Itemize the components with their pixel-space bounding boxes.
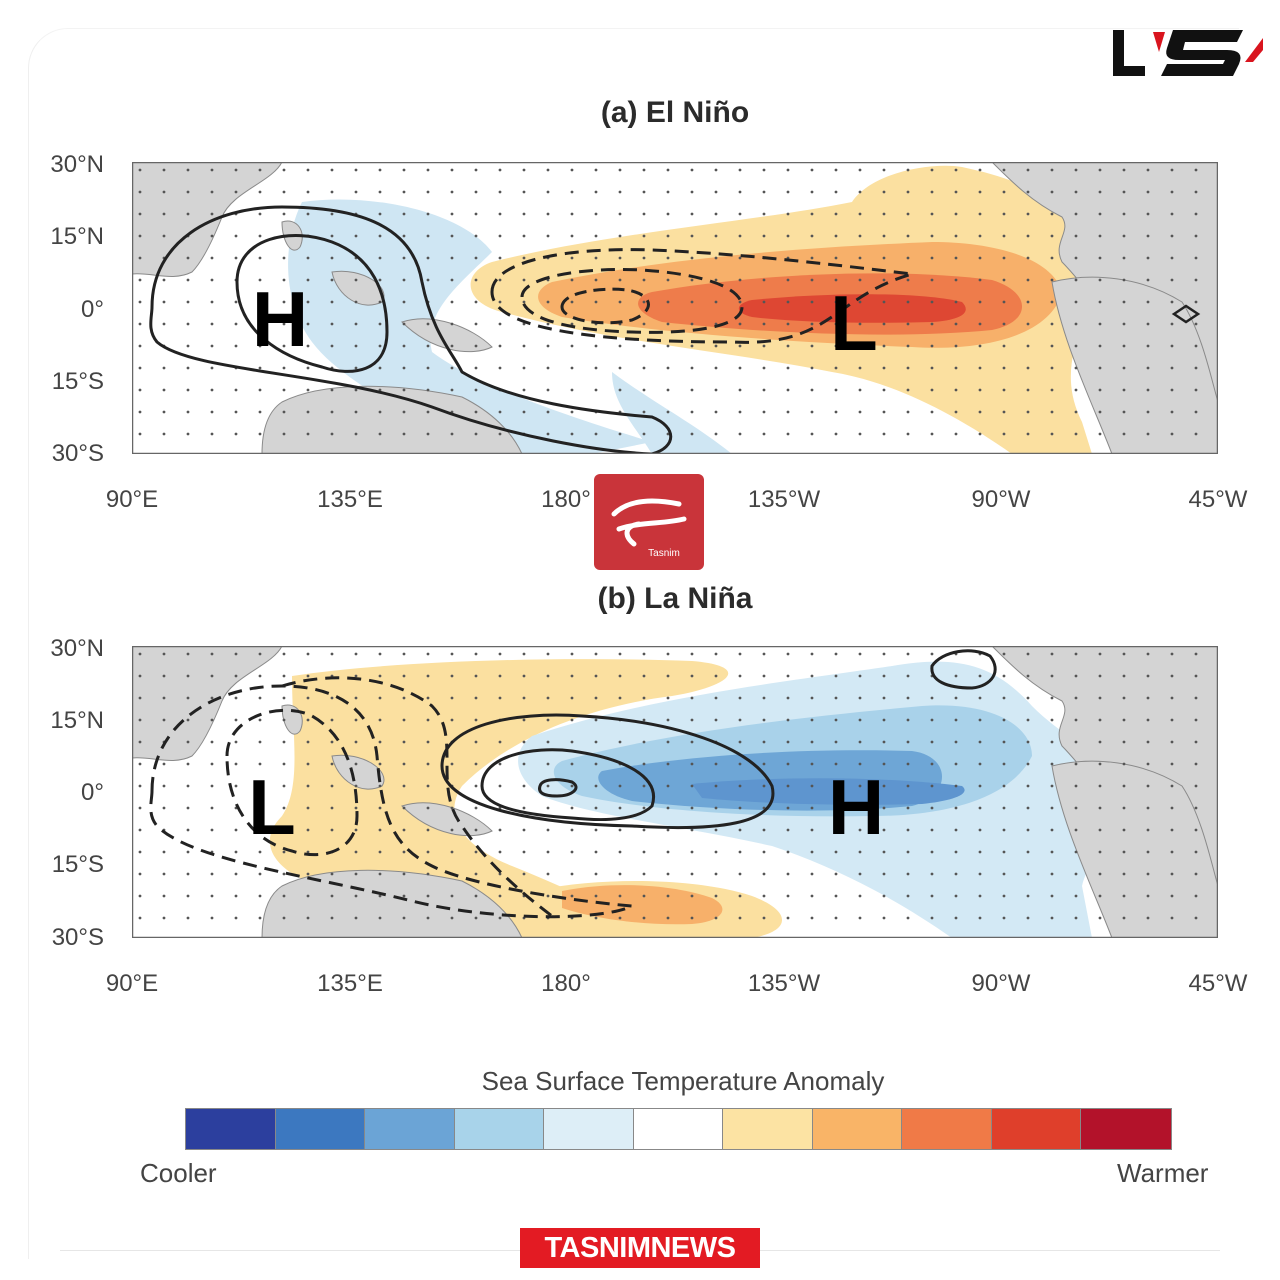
low-pressure-contour xyxy=(149,684,638,919)
lon-label: 135°W xyxy=(747,970,821,997)
colorbar-swatch xyxy=(365,1109,455,1149)
lat-label: 15°N xyxy=(50,707,104,734)
lon-label: 45°W xyxy=(1188,970,1248,997)
lon-label: 135°E xyxy=(317,486,383,513)
pressure-label-low: L xyxy=(248,763,296,851)
colorbar-swatch xyxy=(544,1109,634,1149)
low-pressure-contour xyxy=(520,268,744,334)
wind-vector-field xyxy=(132,646,1218,938)
lat-label: 30°S xyxy=(51,924,104,951)
colorbar-swatch xyxy=(633,1109,723,1149)
lat-label: 15°N xyxy=(50,223,104,250)
legend-low-label: Cooler xyxy=(140,1158,217,1188)
legend-high-label: Warmer xyxy=(1117,1158,1209,1188)
high-pressure-contour xyxy=(538,778,578,798)
panel-b-title: (b) La Niña xyxy=(597,582,753,615)
lon-label: 90°W xyxy=(971,486,1031,513)
lon-label: 180° xyxy=(541,486,591,513)
colorbar-swatch xyxy=(275,1109,365,1149)
pressure-contour xyxy=(1171,304,1201,324)
card-border xyxy=(28,28,1239,1259)
lon-label: 180° xyxy=(541,970,591,997)
tasnimnews-badge: TASNIMNEWS xyxy=(520,1228,760,1268)
low-pressure-contour xyxy=(225,708,359,857)
colorbar-swatch xyxy=(454,1109,544,1149)
map-el-nino: H L xyxy=(132,162,1218,454)
map-frame xyxy=(132,646,1218,938)
lat-label: 15°S xyxy=(51,368,104,395)
sst-colorbar xyxy=(185,1108,1172,1150)
wind-vector-field xyxy=(132,162,1218,454)
lat-label: 30°N xyxy=(50,635,104,662)
pressure-label-low: L xyxy=(830,279,878,367)
high-pressure-contour xyxy=(149,205,673,454)
watermark-text: Tasnim xyxy=(648,548,680,559)
high-pressure-contour xyxy=(930,649,997,690)
lon-label: 90°E xyxy=(105,486,159,513)
lon-label: 90°E xyxy=(105,970,159,997)
map-frame xyxy=(132,162,1218,454)
lon-label: 90°W xyxy=(971,970,1031,997)
pressure-label-high: H xyxy=(828,763,884,851)
high-pressure-contour xyxy=(480,748,655,822)
lat-label: 15°S xyxy=(51,851,104,878)
colorbar-swatch xyxy=(1081,1109,1171,1149)
low-pressure-contour xyxy=(490,248,913,344)
low-pressure-contour xyxy=(281,676,553,918)
tasnim-watermark: Tasnim xyxy=(594,474,704,570)
map-la-nina: L H xyxy=(132,646,1218,938)
lon-label: 135°E xyxy=(317,970,383,997)
panel-a-title: (a) El Niño xyxy=(600,96,750,129)
high-pressure-contour xyxy=(235,234,389,373)
colorbar-swatch xyxy=(723,1109,813,1149)
lat-label: 0° xyxy=(81,779,104,806)
colorbar-swatch xyxy=(812,1109,902,1149)
low-pressure-contour xyxy=(560,287,650,325)
lat-label: 0° xyxy=(81,296,104,323)
rokna-logo xyxy=(1113,30,1263,76)
high-pressure-contour xyxy=(440,713,775,830)
colorbar-swatch xyxy=(902,1109,992,1149)
legend-title: Sea Surface Temperature Anomaly xyxy=(481,1066,885,1096)
colorbar-swatch xyxy=(186,1109,276,1149)
lon-label: 45°W xyxy=(1188,486,1248,513)
lon-label: 135°W xyxy=(747,486,821,513)
pressure-label-high: H xyxy=(252,275,308,363)
lat-label: 30°S xyxy=(51,440,104,467)
colorbar-swatch xyxy=(991,1109,1081,1149)
lat-label: 30°N xyxy=(50,151,104,178)
